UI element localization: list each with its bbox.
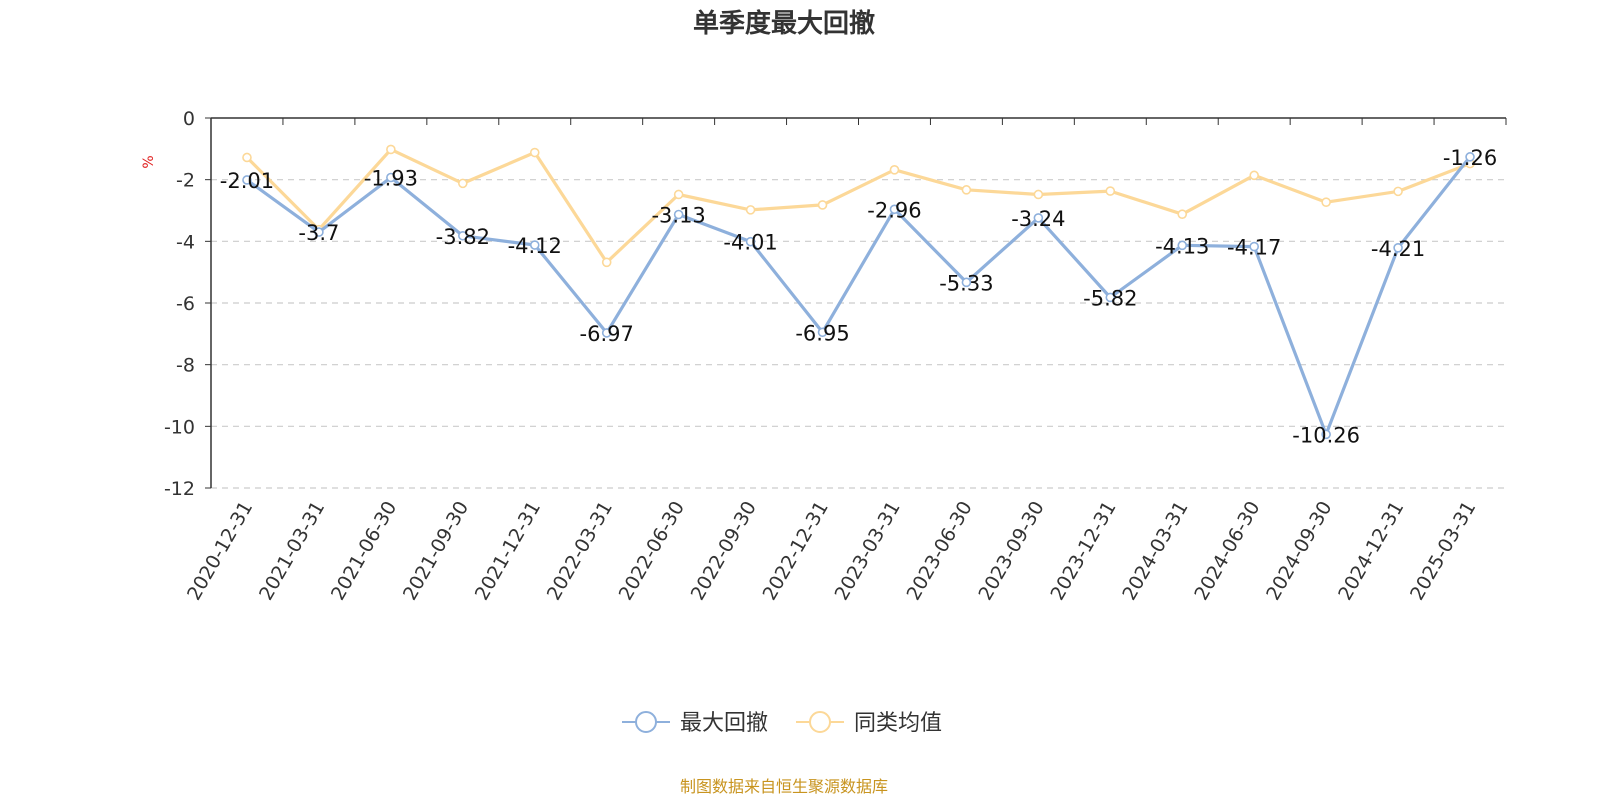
data-label: -2.96: [867, 198, 921, 222]
data-point[interactable]: [1321, 197, 1331, 207]
y-tick-label: -4: [176, 231, 195, 253]
x-tick-label: 2024-09-30: [1262, 498, 1336, 605]
data-point[interactable]: [1105, 186, 1116, 196]
data-point[interactable]: [673, 189, 684, 200]
series-line-max-drawdown: [246, 155, 1472, 436]
y-axis-unit: %: [141, 155, 157, 168]
x-tick-label: 2021-09-30: [399, 498, 473, 605]
legend-item-max-drawdown[interactable]: 最大回撤: [622, 711, 768, 736]
data-point[interactable]: [601, 257, 612, 268]
legend-marker-icon: [809, 711, 831, 733]
y-tick-label: -6: [176, 293, 195, 315]
data-point[interactable]: [242, 175, 252, 185]
data-point[interactable]: [1177, 209, 1188, 219]
x-tick-label: 2023-06-30: [902, 498, 976, 605]
data-point[interactable]: [1177, 240, 1188, 251]
series-line-peer-average: [245, 147, 1471, 264]
data-point[interactable]: [1321, 429, 1331, 440]
data-label: -5.82: [1083, 286, 1137, 310]
x-tick-label: 2023-09-30: [974, 498, 1048, 605]
y-tick-label: -2: [176, 170, 195, 192]
x-tick-label: 2022-03-31: [543, 498, 617, 605]
data-label: -10.26: [1292, 423, 1360, 447]
data-label: -2.01: [220, 169, 274, 193]
legend-label: 最大回撤: [680, 711, 768, 736]
data-point[interactable]: [1393, 243, 1403, 253]
data-point[interactable]: [242, 152, 252, 163]
data-label: -1.93: [364, 167, 418, 191]
data-label: -4.21: [1371, 237, 1425, 261]
data-label: -4.17: [1227, 236, 1281, 260]
data-point[interactable]: [1249, 170, 1259, 181]
data-point[interactable]: [745, 236, 756, 247]
data-label: -3.7: [298, 221, 339, 245]
data-label: -4.12: [508, 234, 562, 258]
data-point[interactable]: [1033, 213, 1044, 223]
data-point[interactable]: [529, 240, 540, 250]
data-point[interactable]: [601, 328, 612, 338]
series-lines: [242, 144, 1475, 440]
data-point[interactable]: [386, 144, 396, 155]
x-tick-label: 2025-03-31: [1406, 498, 1480, 605]
legend-label: 同类均值: [854, 711, 942, 736]
data-point[interactable]: [1033, 189, 1044, 200]
data-label: -4.01: [723, 231, 777, 255]
x-tick-label: 2021-06-30: [327, 498, 401, 605]
legend-item-peer-average[interactable]: 同类均值: [796, 711, 942, 736]
data-point[interactable]: [529, 147, 540, 158]
y-tick-label: -12: [164, 478, 195, 500]
data-point[interactable]: [1465, 152, 1475, 162]
x-tick-label: 2024-12-31: [1334, 498, 1408, 605]
data-point[interactable]: [314, 227, 324, 237]
x-tick-label: 2020-12-31: [183, 498, 257, 605]
x-tick-label: 2022-06-30: [615, 498, 689, 605]
chart-title: 单季度最大回撤: [693, 8, 875, 39]
legend-marker-icon: [635, 711, 657, 733]
data-point[interactable]: [1393, 186, 1403, 197]
data-point[interactable]: [961, 277, 972, 288]
data-label: -3.13: [651, 204, 705, 228]
data-label: -3.82: [436, 225, 490, 249]
x-tick-label: 2022-09-30: [687, 498, 761, 605]
y-tick-label: -8: [176, 355, 195, 377]
data-label: -6.95: [795, 321, 849, 345]
data-point[interactable]: [1105, 292, 1116, 303]
data-point[interactable]: [386, 172, 396, 183]
data-point[interactable]: [961, 185, 972, 195]
data-label: -5.33: [939, 271, 993, 295]
data-label: -4.13: [1155, 234, 1209, 258]
x-tick-label: 2024-03-31: [1118, 498, 1192, 605]
x-tick-label: 2021-03-31: [255, 498, 329, 605]
data-label: -6.97: [580, 322, 634, 346]
gridlines: [211, 179, 1506, 489]
data-point[interactable]: [889, 204, 900, 215]
data-label: -1.26: [1443, 146, 1497, 170]
data-point[interactable]: [458, 178, 468, 189]
data-point[interactable]: [1249, 241, 1259, 252]
data-point[interactable]: [458, 230, 468, 241]
x-tick-label: 2022-12-31: [759, 498, 833, 605]
y-tick-label: 0: [183, 108, 195, 130]
y-tick-label: -10: [164, 416, 195, 438]
x-tick-label: 2024-06-30: [1190, 498, 1264, 605]
data-point[interactable]: [817, 327, 828, 338]
data-label: -3.24: [1011, 207, 1065, 231]
data-point[interactable]: [817, 200, 828, 210]
data-labels: -2.01 -3.7 -1.93 -3.82 -4.12 -6.97 -3.13 -4.01 -…: [220, 146, 1497, 448]
legend[interactable]: 最大回撤 同类均值: [622, 711, 942, 736]
data-point[interactable]: [745, 205, 756, 215]
data-point[interactable]: [673, 209, 684, 220]
x-tick-label: 2023-12-31: [1046, 498, 1120, 605]
data-point[interactable]: [889, 165, 900, 175]
x-tick-label: 2023-03-31: [831, 498, 905, 605]
source-note: 制图数据来自恒生聚源数据库: [680, 777, 888, 796]
x-tick-label: 2021-12-31: [471, 498, 545, 605]
